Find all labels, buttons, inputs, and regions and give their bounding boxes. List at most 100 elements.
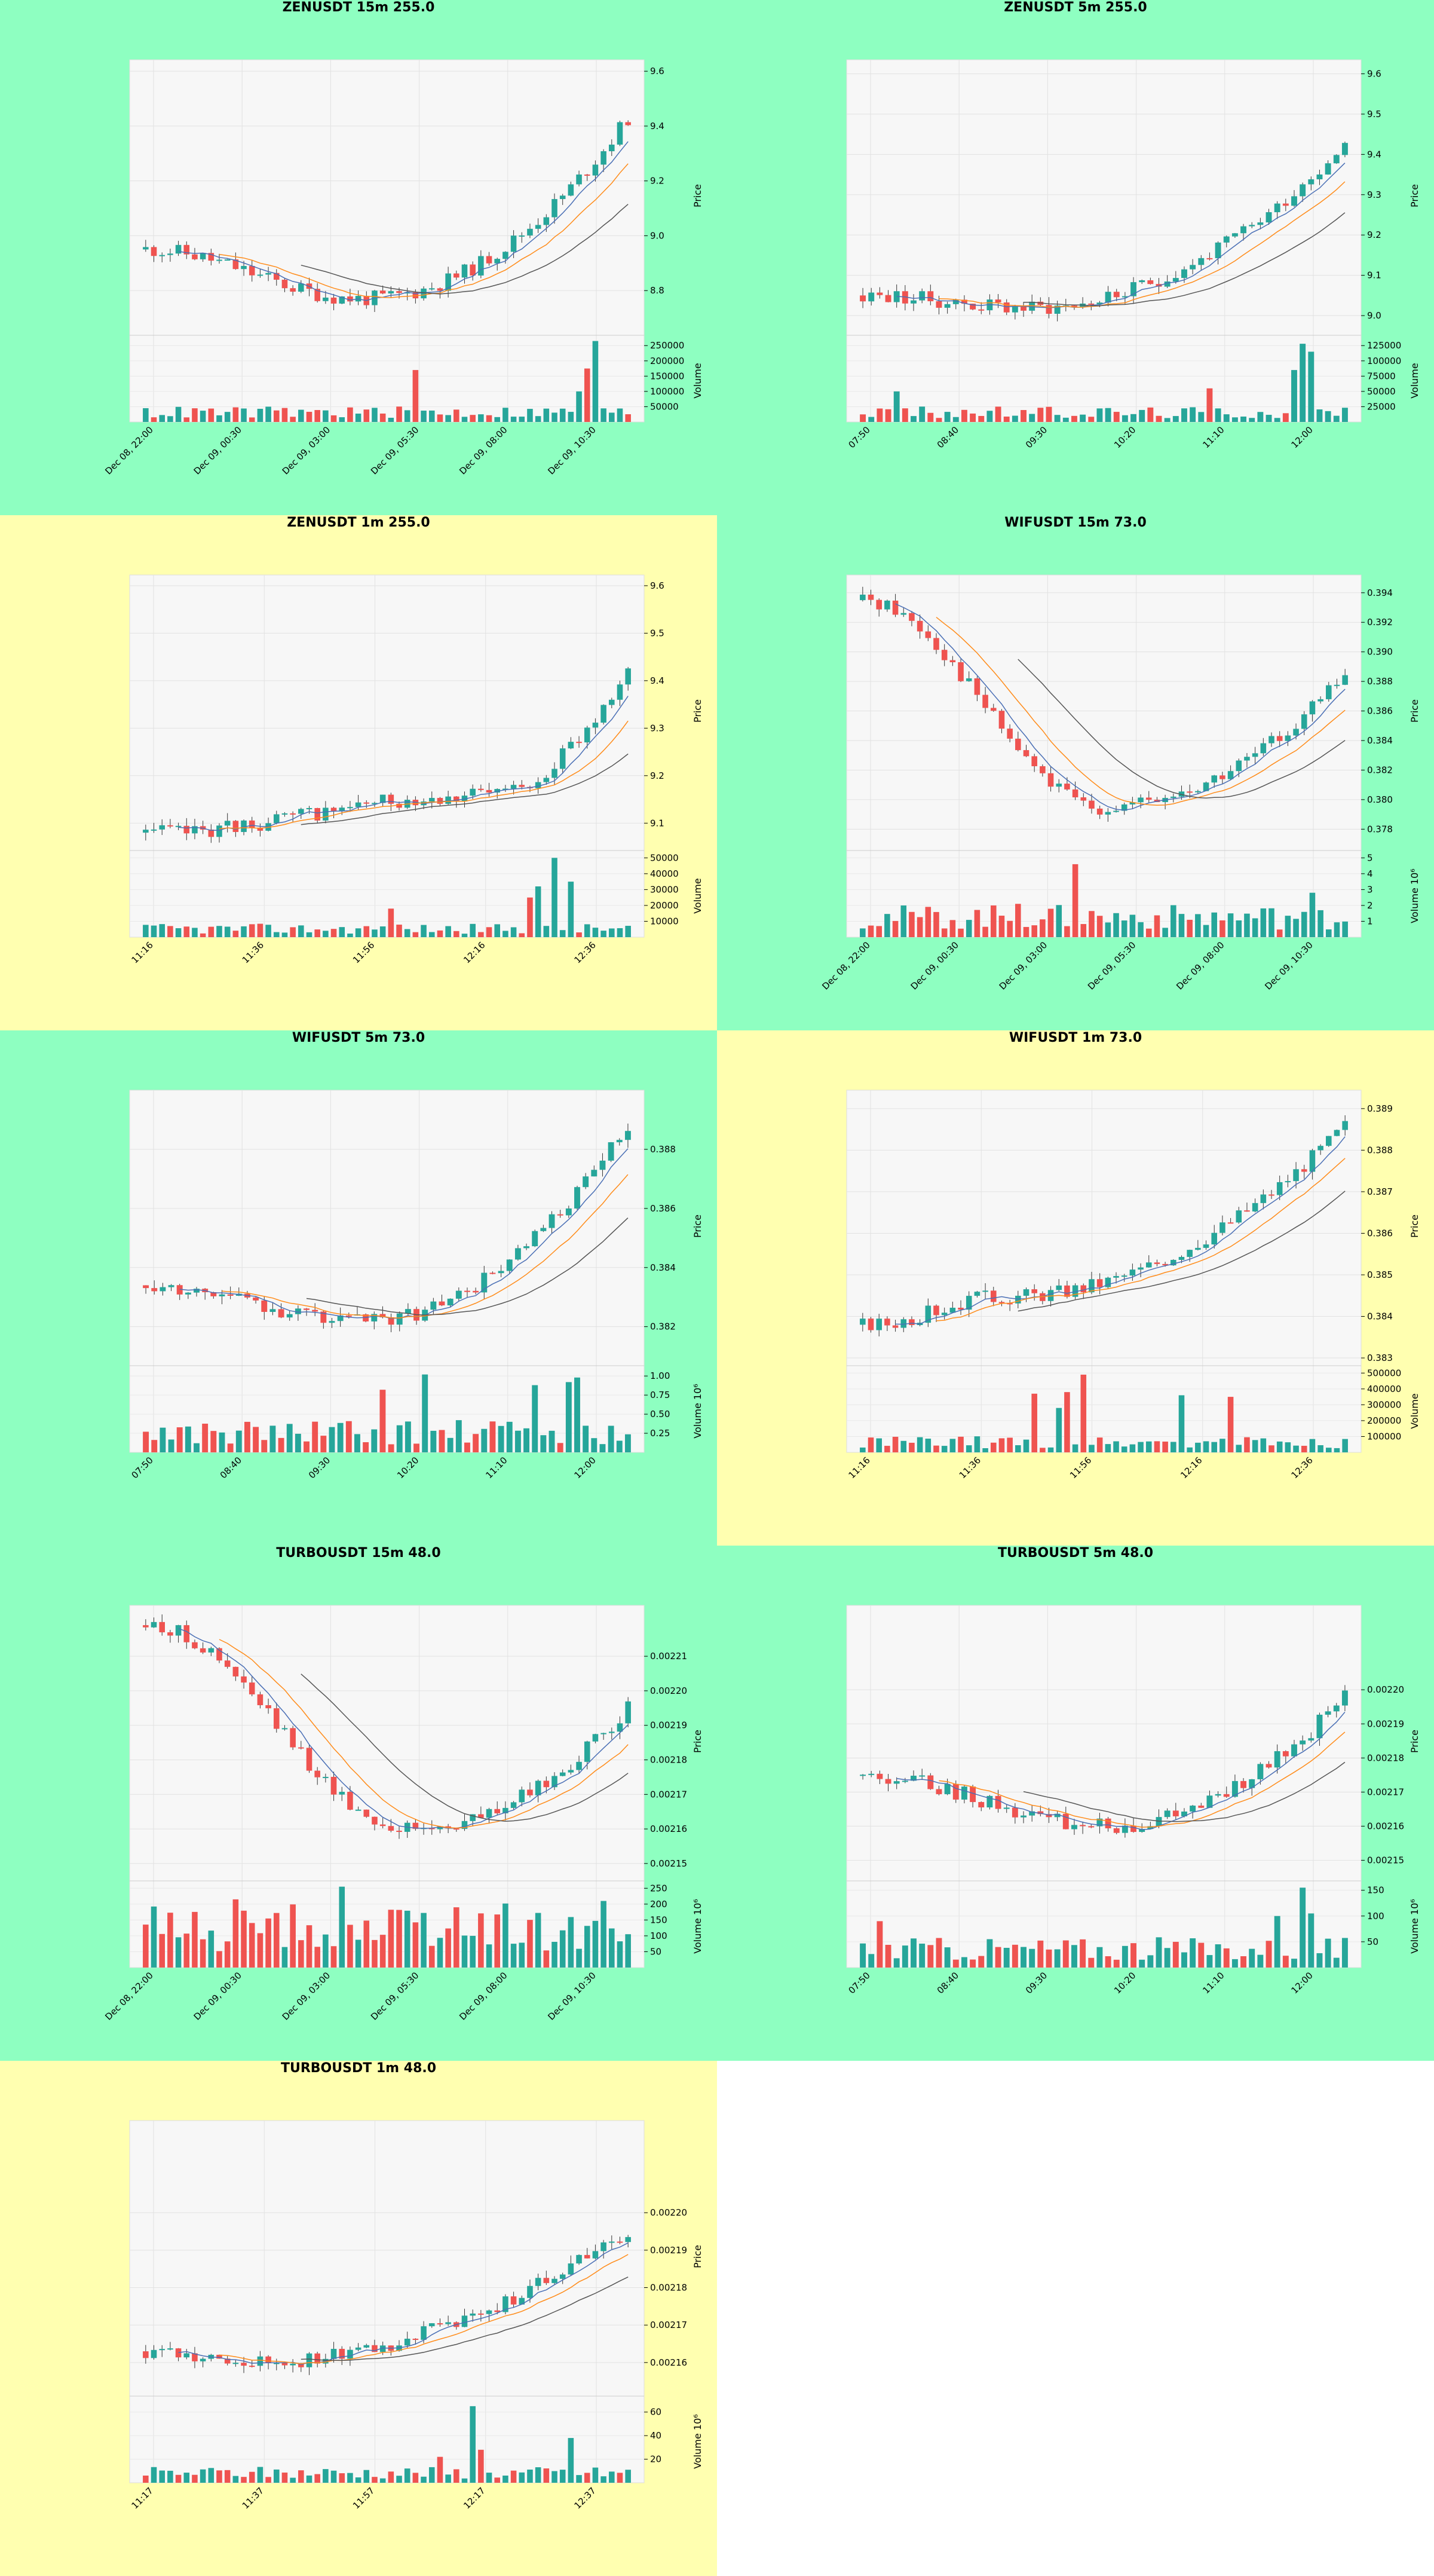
price-tick-label: 8.8	[650, 285, 664, 296]
volume-bar	[1231, 1959, 1238, 1968]
candle-body	[559, 195, 566, 200]
volume-bar	[583, 1425, 589, 1452]
candle-body	[1178, 791, 1185, 797]
price-tick-label: 0.392	[1367, 617, 1393, 628]
volume-bar	[143, 2475, 149, 2483]
volume-bar	[885, 409, 891, 422]
candle-body	[295, 1308, 301, 1314]
volume-bar	[868, 417, 875, 422]
candle-body	[1260, 1194, 1267, 1203]
volume-bar	[176, 1427, 183, 1452]
candle-body	[925, 1305, 932, 1323]
volume-bar	[936, 418, 942, 422]
volume-bar	[1054, 1949, 1061, 1968]
candle-body	[519, 2297, 525, 2305]
x-tick-label: 11:17	[130, 2485, 155, 2511]
candle-body	[428, 2323, 435, 2327]
volume-bar	[486, 415, 492, 422]
volume-bar	[1037, 408, 1044, 422]
volume-bar	[224, 2470, 231, 2483]
volume-bar	[527, 2469, 533, 2483]
volume-bar	[404, 2468, 410, 2483]
candle-body	[192, 254, 198, 259]
x-tick-label: 07:50	[130, 1455, 155, 1480]
volume-bar	[454, 1907, 459, 1968]
x-tick-label: Dec 08, 22:00	[820, 940, 872, 992]
moving-average-line	[301, 753, 629, 825]
candle-body	[143, 830, 149, 833]
volume-bar	[298, 925, 304, 937]
volume-bar	[470, 2406, 476, 2483]
volume-bar	[584, 2473, 590, 2483]
volume-axis-label: Volume 10⁶	[1409, 1899, 1420, 1953]
volume-bar	[974, 1436, 980, 1452]
volume-bar	[1257, 412, 1264, 422]
candle-body	[1164, 1810, 1171, 1818]
volume-bar	[363, 2470, 370, 2483]
volume-bar	[1122, 1945, 1128, 1968]
candle-body	[339, 1791, 345, 1795]
candle-body	[281, 2363, 288, 2366]
volume-bar	[151, 417, 157, 422]
chart-panel: ZENUSDT 1m 255.0 11:16 11:36 11:56 12:16 12:3…	[0, 515, 717, 1030]
volume-bar	[1341, 1938, 1348, 1968]
candle-body	[885, 295, 891, 302]
candle-body	[286, 1314, 293, 1318]
price-tick-label: 0.388	[1367, 676, 1393, 687]
volume-tick-label: 250000	[650, 340, 684, 351]
candle-body	[257, 274, 263, 276]
volume-bar	[396, 925, 402, 937]
candle-body	[183, 2353, 190, 2358]
volume-bar	[379, 2478, 386, 2483]
candle-body	[1219, 1222, 1225, 1233]
price-tick-label: 9.2	[1367, 230, 1381, 240]
candle-body	[388, 291, 394, 294]
candle-body	[339, 296, 345, 304]
volume-bar	[1249, 418, 1255, 422]
volume-bar	[877, 408, 883, 422]
candle-body	[273, 2363, 280, 2364]
candle-body	[1113, 1275, 1119, 1278]
volume-bar	[454, 409, 459, 422]
volume-bar	[323, 1934, 329, 1968]
volume-bar	[428, 932, 435, 937]
candle-body	[355, 2347, 361, 2350]
candle-body	[1156, 1817, 1162, 1827]
volume-bar	[506, 1421, 513, 1452]
volume-bar	[200, 411, 206, 422]
moving-average-line	[301, 1674, 629, 1822]
candle-body	[445, 273, 451, 291]
price-tick-label: 0.00216	[650, 2357, 687, 2368]
volume-tick-label: 200	[650, 1899, 667, 1910]
candle-body	[216, 2354, 222, 2359]
candle-body	[551, 1776, 557, 1788]
candle-body	[1316, 1714, 1323, 1739]
volume-bar	[927, 1945, 934, 1968]
volume-bar	[1080, 1374, 1087, 1452]
volume-bar	[1240, 1956, 1247, 1968]
plot-area	[846, 574, 1362, 938]
candle-body	[1054, 1813, 1061, 1818]
candle-body	[1293, 1169, 1299, 1182]
volume-bar	[396, 406, 402, 422]
candle-body	[421, 2326, 427, 2340]
volume-bar	[1054, 415, 1061, 422]
candle-body	[1122, 1825, 1128, 1833]
volume-bar	[1147, 407, 1154, 422]
volume-bar	[339, 417, 345, 422]
candle-body	[990, 1290, 997, 1302]
volume-bar	[1171, 905, 1176, 937]
volume-bar	[1105, 1956, 1111, 1968]
volume-bar	[470, 1935, 476, 1968]
volume-bar	[210, 1431, 217, 1452]
candle-body	[1291, 1744, 1297, 1757]
candle-body	[1080, 1285, 1087, 1293]
candle-body	[185, 1292, 191, 1295]
candlestick-chart: 07:50 08:40 09:30 10:20 11:10 12:00 0.382 0.384…	[129, 1090, 703, 1480]
volume-bar	[568, 2438, 574, 2483]
candle-body	[494, 2310, 501, 2312]
volume-bar	[202, 1423, 209, 1452]
candle-body	[330, 1776, 337, 1795]
volume-bar	[404, 410, 410, 422]
candle-body	[1062, 1813, 1069, 1829]
